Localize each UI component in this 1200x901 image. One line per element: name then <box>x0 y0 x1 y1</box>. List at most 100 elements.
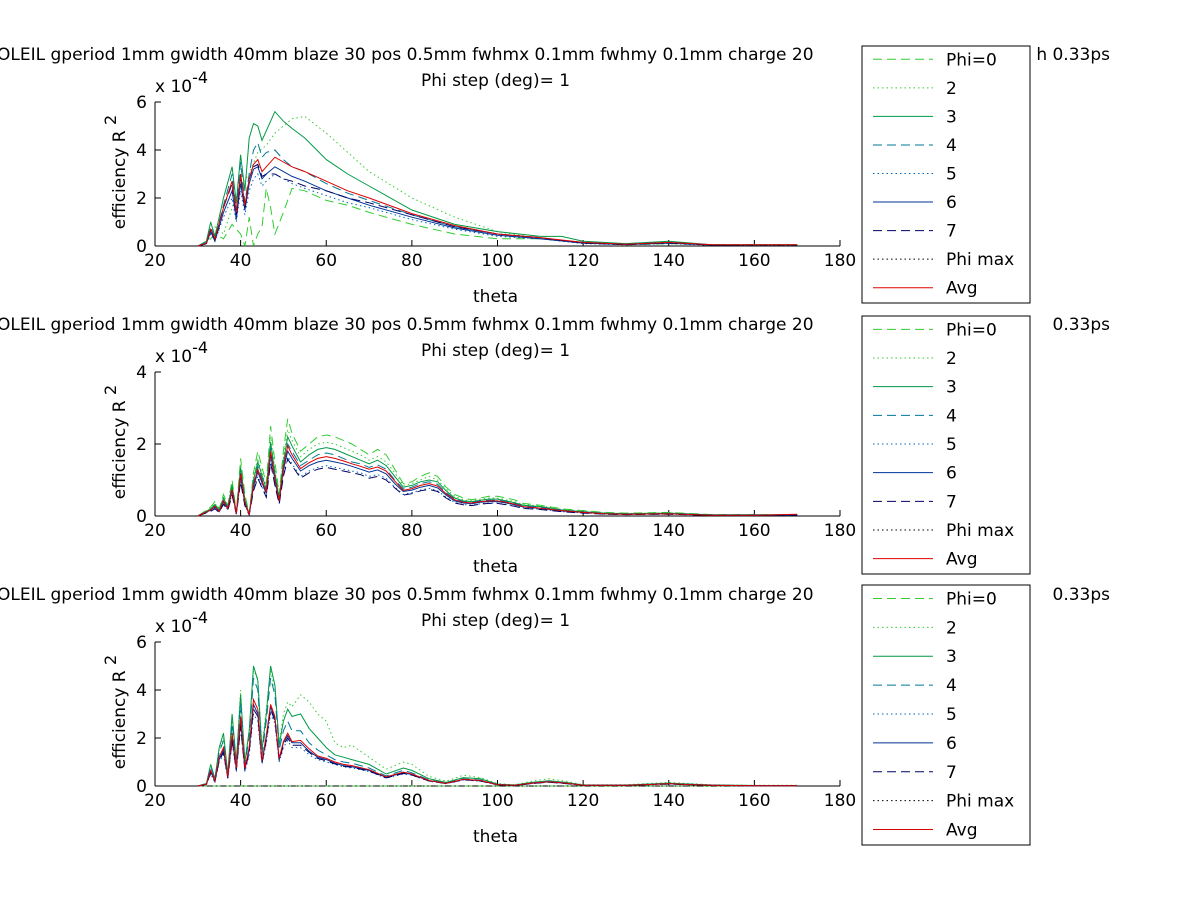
y-axis-label: efficiency R 2 <box>101 385 130 499</box>
legend-label: Phi=0 <box>946 50 997 70</box>
series-line-avg <box>197 697 798 787</box>
y-tick-label: 2 <box>136 729 147 749</box>
series-line-3 <box>197 665 798 787</box>
legend: Phi=0 2 3 4 5 6 7 Phi max Avg <box>861 315 1031 575</box>
series-line-4 <box>197 442 798 517</box>
y-multiplier-base: x 10 <box>155 77 192 97</box>
legend-label: 4 <box>946 406 957 426</box>
series-line-phi-0 <box>197 418 798 517</box>
series-line-2 <box>197 427 798 517</box>
legend-box <box>861 584 1031 846</box>
y-axis-label-text: efficiency R <box>110 125 130 229</box>
y-multiplier: x 10-4 <box>155 608 208 637</box>
y-multiplier-base: x 10 <box>155 617 192 637</box>
legend: Phi=0 2 3 4 5 6 7 Phi max Avg <box>861 584 1031 846</box>
x-tick-label: 120 <box>567 791 599 811</box>
x-tick-label: 160 <box>738 251 770 271</box>
chart-title: OLEIL gperiod 1mm gwidth 40mm blaze 30 p… <box>0 45 814 65</box>
legend-label: Phi max <box>946 792 1014 812</box>
legend-label: 3 <box>946 647 957 667</box>
x-tick-label: 40 <box>230 251 252 271</box>
x-tick-label: 80 <box>401 251 423 271</box>
y-tick-label: 6 <box>136 633 147 653</box>
y-tick-label: 2 <box>136 189 147 209</box>
y-multiplier-exp: -4 <box>192 338 208 357</box>
legend-label: 2 <box>946 618 957 638</box>
y-multiplier-base: x 10 <box>155 347 192 367</box>
x-tick-label: 80 <box>401 521 423 541</box>
x-tick-label: 60 <box>315 521 337 541</box>
chart-subtitle: Phi step (deg)= 1 <box>421 611 570 631</box>
y-tick-label: 0 <box>136 237 147 257</box>
x-tick-label: 20 <box>144 521 166 541</box>
x-tick-label: 80 <box>401 791 423 811</box>
y-axis-label-exp: 2 <box>101 655 120 665</box>
series-line-7 <box>197 457 798 517</box>
legend-label: 5 <box>946 435 957 455</box>
legend-label: 6 <box>946 464 957 484</box>
legend: Phi=0 2 3 4 5 6 7 Phi max Avg <box>861 45 1031 304</box>
y-axis-label: efficiency R 2 <box>101 655 130 769</box>
series-line-7 <box>197 707 798 787</box>
x-axis-label: theta <box>473 557 518 577</box>
chart-title-tail: h 0.33ps <box>1036 45 1110 65</box>
legend-label: Avg <box>946 279 978 299</box>
chart-panel-2: OLEIL gperiod 1mm gwidth 40mm blaze 30 p… <box>0 315 1110 577</box>
legend-label: Avg <box>946 550 978 570</box>
series-line-5 <box>197 455 798 517</box>
series-line-3 <box>197 435 798 517</box>
legend-box <box>861 45 1031 304</box>
chart-subtitle: Phi step (deg)= 1 <box>421 341 570 361</box>
legend-label: 4 <box>946 676 957 696</box>
y-tick-label: 6 <box>136 93 147 113</box>
legend-label: 7 <box>946 763 957 783</box>
series-line-avg <box>197 444 798 517</box>
x-tick-label: 100 <box>481 791 513 811</box>
y-axis-label-exp: 2 <box>101 385 120 395</box>
legend-label: 5 <box>946 705 957 725</box>
y-tick-label: 0 <box>136 507 147 527</box>
x-axis-label: theta <box>473 827 518 847</box>
chart-title-tail: 0.33ps <box>1053 315 1111 335</box>
x-tick-label: 120 <box>567 521 599 541</box>
y-axis-label-text: efficiency R <box>110 665 130 769</box>
x-tick-label: 40 <box>230 521 252 541</box>
legend-label: Phi max <box>946 250 1014 270</box>
y-axis-label: efficiency R 2 <box>101 115 130 229</box>
legend-label: 7 <box>946 222 957 242</box>
x-axis-label: theta <box>473 287 518 307</box>
y-multiplier: x 10-4 <box>155 68 208 97</box>
x-tick-label: 180 <box>824 521 856 541</box>
x-tick-label: 20 <box>144 791 166 811</box>
legend-label: Avg <box>946 821 978 841</box>
y-axis-label-exp: 2 <box>101 115 120 125</box>
series-line-2 <box>197 669 798 787</box>
chart-title-tail: 0.33ps <box>1053 585 1111 605</box>
x-tick-label: 120 <box>567 251 599 271</box>
series-line-4 <box>197 677 798 787</box>
legend-label: 2 <box>946 79 957 99</box>
legend-label: Phi max <box>946 521 1014 541</box>
series-line-6 <box>197 166 798 247</box>
legend-label: 3 <box>946 378 957 398</box>
legend-label: 7 <box>946 492 957 512</box>
series-line-4 <box>197 141 798 247</box>
series-line-avg <box>197 156 798 247</box>
legend-label: 5 <box>946 165 957 185</box>
x-tick-label: 180 <box>824 251 856 271</box>
x-tick-label: 140 <box>653 251 685 271</box>
y-axis-label-text: efficiency R <box>110 395 130 499</box>
chart-panel-1: OLEIL gperiod 1mm gwidth 40mm blaze 30 p… <box>0 45 1110 307</box>
y-tick-label: 0 <box>136 777 147 797</box>
x-tick-label: 160 <box>738 521 770 541</box>
x-tick-label: 100 <box>481 521 513 541</box>
series-line-3 <box>197 110 798 247</box>
legend-label: 3 <box>946 107 957 127</box>
y-tick-label: 4 <box>136 681 147 701</box>
x-tick-label: 100 <box>481 251 513 271</box>
x-tick-label: 140 <box>653 521 685 541</box>
x-tick-label: 60 <box>315 251 337 271</box>
chart-title: OLEIL gperiod 1mm gwidth 40mm blaze 30 p… <box>0 315 814 335</box>
chart-subtitle: Phi step (deg)= 1 <box>421 71 570 91</box>
